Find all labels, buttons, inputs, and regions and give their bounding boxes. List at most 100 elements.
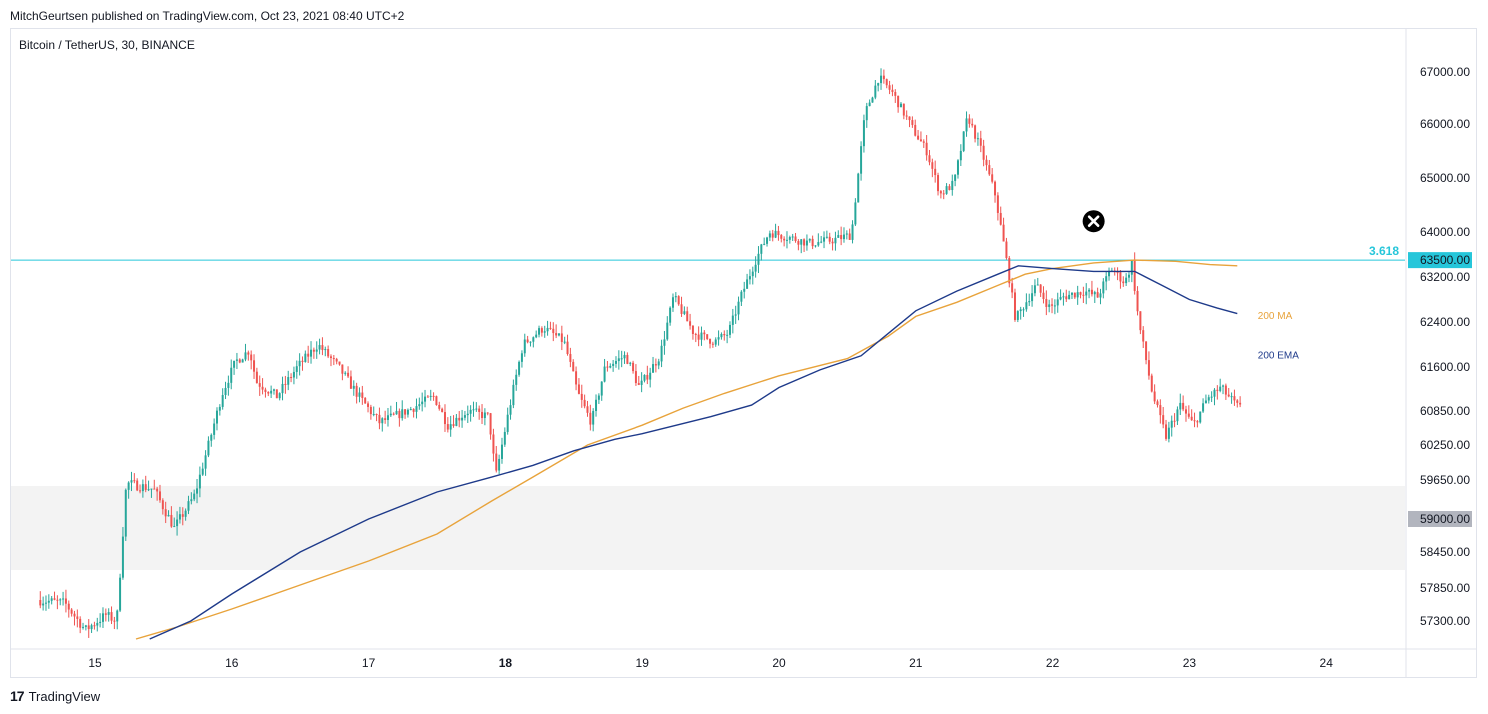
candle-body — [70, 609, 73, 614]
candle-body — [53, 598, 56, 600]
candle-body — [79, 618, 82, 628]
y-tick-label: 63200.00 — [1420, 270, 1470, 284]
candle-body — [1204, 400, 1207, 404]
publisher-line: MitchGeurtsen published on TradingView.c… — [10, 9, 405, 23]
candle-body — [1042, 292, 1045, 300]
candle-body — [270, 390, 273, 394]
candle-body — [358, 392, 361, 397]
candle-body — [737, 301, 740, 315]
candle-body — [62, 598, 65, 600]
candle-body — [700, 332, 703, 340]
candle-body — [942, 193, 945, 195]
candle-body — [124, 489, 127, 537]
candle-body — [295, 366, 298, 372]
candle-body — [1199, 411, 1202, 423]
candle-body — [1102, 281, 1105, 294]
candle-body — [1182, 402, 1185, 410]
candle-body — [187, 501, 190, 511]
candles-layer — [39, 68, 1242, 638]
candle-body — [130, 480, 133, 483]
candle-body — [301, 360, 304, 362]
candle-body — [734, 314, 737, 316]
candle-body — [241, 359, 244, 363]
candle-body — [626, 354, 629, 364]
candle-body — [173, 526, 176, 528]
candle-body — [258, 383, 261, 387]
candle-body — [492, 434, 495, 454]
candle-body — [449, 424, 452, 430]
candle-body — [150, 488, 153, 490]
candle-body — [378, 414, 381, 424]
candle-body — [640, 380, 643, 385]
candle-body — [891, 89, 894, 92]
candle-body — [620, 358, 623, 360]
candle-body — [825, 236, 828, 238]
candle-body — [597, 395, 600, 400]
candle-body — [660, 345, 663, 362]
candle-body — [500, 444, 503, 459]
candle-body — [287, 377, 290, 385]
tradingview-logo[interactable]: 17 TradingView — [10, 688, 100, 704]
candle-body — [139, 490, 142, 492]
candle-body — [1153, 391, 1156, 402]
candle-body — [535, 334, 538, 338]
labels-layer: 3.618 67000.00 66000.00 65000.00 64000.00 632… — [88, 65, 1472, 670]
candle-body — [347, 372, 350, 377]
candle-body — [47, 600, 50, 603]
candle-body — [808, 238, 811, 241]
candle-body — [797, 241, 800, 245]
y-tick-label: 64000.00 — [1420, 225, 1470, 239]
candle-body — [1059, 297, 1062, 300]
candle-body — [64, 598, 67, 604]
candle-body — [1105, 276, 1108, 282]
candle-body — [592, 411, 595, 425]
candle-body — [1053, 305, 1056, 307]
candle-body — [646, 374, 649, 380]
candle-body — [1170, 420, 1173, 428]
candle-body — [760, 244, 763, 254]
candle-body — [1196, 421, 1199, 423]
candle-body — [680, 304, 683, 314]
candle-body — [774, 230, 777, 238]
candle-body — [931, 162, 934, 169]
candle-body — [552, 328, 555, 334]
candle-body — [689, 321, 692, 326]
candle-body — [959, 150, 962, 161]
candle-body — [882, 75, 885, 80]
candle-body — [198, 474, 201, 489]
candle-body — [238, 359, 241, 363]
candle-body — [877, 83, 880, 86]
fib-level-label: 3.618 — [1369, 244, 1399, 258]
candle-body — [392, 413, 395, 415]
candle-body — [996, 195, 999, 213]
candle-body — [59, 599, 62, 601]
candle-body — [814, 245, 817, 247]
candle-body — [583, 399, 586, 407]
candle-body — [899, 103, 902, 108]
candle-body — [298, 360, 301, 367]
candle-body — [1179, 402, 1182, 410]
candle-body — [595, 399, 598, 412]
candle-body — [281, 383, 284, 394]
symbol-title: Bitcoin / TetherUS, 30, BINANCE — [19, 38, 195, 52]
candle-body — [805, 240, 808, 246]
candle-body — [976, 138, 979, 140]
candle-body — [418, 404, 421, 407]
candle-body — [666, 322, 669, 340]
candle-body — [193, 493, 196, 500]
candle-body — [723, 333, 726, 336]
candle-body — [429, 395, 432, 397]
candle-body — [945, 186, 948, 194]
candle-body — [609, 365, 612, 368]
x-tick-label: 21 — [909, 656, 923, 670]
candle-body — [811, 238, 814, 247]
candle-body — [290, 377, 293, 379]
candle-body — [110, 612, 113, 621]
candle-body — [1230, 396, 1233, 398]
candle-body — [230, 367, 233, 383]
x-tick-label: 24 — [1320, 656, 1334, 670]
candle-body — [486, 412, 489, 414]
candle-body — [415, 406, 418, 412]
candle-body — [489, 413, 492, 435]
